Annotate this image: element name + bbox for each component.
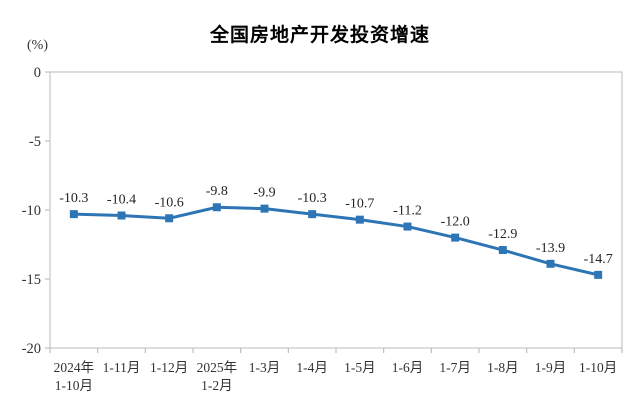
data-label: -9.9: [253, 186, 275, 201]
data-label: -13.9: [536, 241, 565, 256]
data-label: -10.7: [345, 197, 374, 212]
data-label: -10.3: [59, 191, 88, 206]
x-axis-label: 1-2月: [201, 378, 233, 393]
x-axis-label: 1-12月: [150, 360, 188, 375]
x-axis-label: 1-8月: [487, 360, 519, 375]
x-axis-label: 1-4月: [296, 360, 328, 375]
data-point-marker: [355, 215, 364, 224]
y-axis-label: 0: [34, 65, 41, 81]
data-label: -10.4: [107, 193, 136, 208]
data-label: -11.2: [393, 204, 422, 219]
trend-line: [72, 205, 600, 277]
plot-border: [49, 71, 623, 349]
data-point-marker: [212, 203, 221, 212]
x-axis-label: 1-6月: [392, 360, 424, 375]
x-axis-label: 1-3月: [249, 360, 281, 375]
x-axis-label: 1-10月: [55, 378, 93, 393]
y-axis-label: -15: [22, 272, 41, 288]
data-label: -12.0: [441, 215, 470, 230]
y-axis-label: -10: [22, 203, 41, 219]
y-axis-unit-label: (%): [27, 38, 48, 53]
data-label: -12.9: [488, 227, 517, 242]
data-point-marker: [451, 233, 460, 242]
x-axis-label: 1-5月: [344, 360, 376, 375]
data-point-marker: [308, 210, 317, 219]
x-axis-label: 1-11月: [103, 360, 141, 375]
x-axis-label: 1-10月: [579, 360, 617, 375]
data-point-marker: [117, 211, 126, 220]
y-axis-label: -5: [29, 134, 41, 150]
x-axis-label: 1-9月: [535, 360, 567, 375]
x-axis-label: 1-7月: [439, 360, 471, 375]
data-point-marker: [546, 259, 555, 268]
x-axis-label: 2025年: [197, 360, 238, 375]
data-label: -9.8: [206, 184, 228, 199]
data-label: -10.6: [155, 195, 184, 210]
data-label: -14.7: [584, 252, 613, 267]
data-point-marker: [498, 246, 507, 255]
data-point-marker: [165, 214, 174, 223]
y-axis-label: -20: [22, 341, 41, 357]
chart-title: 全国房地产开发投资增速: [209, 25, 430, 46]
data-point-marker: [403, 222, 412, 231]
data-point-marker: [594, 270, 603, 279]
data-label: -10.3: [298, 191, 327, 206]
data-point-marker: [260, 204, 269, 213]
x-axis-label: 2024年: [54, 360, 95, 375]
data-point-marker: [69, 210, 78, 219]
